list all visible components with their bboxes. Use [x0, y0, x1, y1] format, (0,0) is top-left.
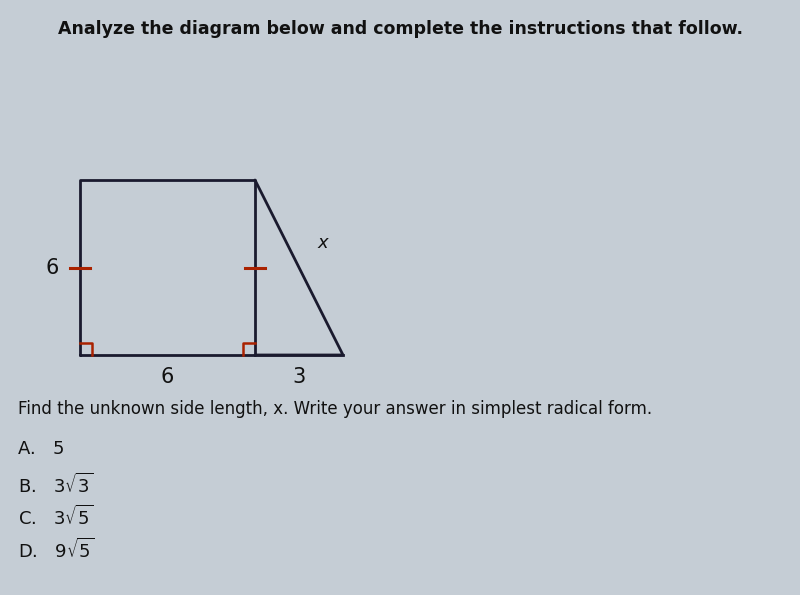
- Text: Find the unknown side length, x. Write your answer in simplest radical form.: Find the unknown side length, x. Write y…: [18, 400, 652, 418]
- Text: 6: 6: [46, 258, 58, 277]
- Text: 6: 6: [161, 367, 174, 387]
- Text: D.   $9\sqrt{5}$: D. $9\sqrt{5}$: [18, 538, 94, 562]
- Text: Analyze the diagram below and complete the instructions that follow.: Analyze the diagram below and complete t…: [58, 20, 742, 38]
- Text: C.   $3\sqrt{5}$: C. $3\sqrt{5}$: [18, 505, 94, 529]
- Text: x: x: [317, 234, 328, 252]
- Text: B.   $3\sqrt{3}$: B. $3\sqrt{3}$: [18, 473, 93, 497]
- Text: 3: 3: [292, 367, 306, 387]
- Text: A.   5: A. 5: [18, 440, 65, 458]
